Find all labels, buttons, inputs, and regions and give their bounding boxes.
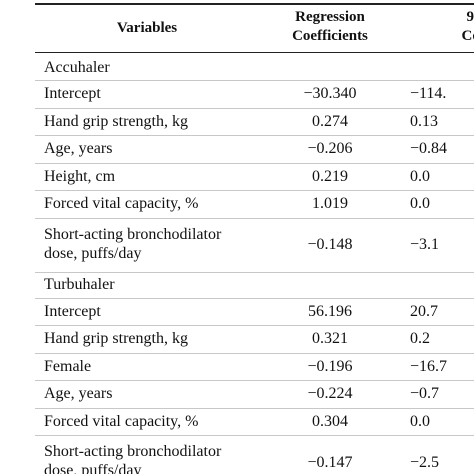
variable-label: Intercept (44, 85, 101, 103)
ci-cell: 0.0 (410, 195, 430, 213)
variable-label: Forced vital capacity, % (44, 195, 199, 213)
table-row: Forced vital capacity, % 1.019 0.0 (35, 190, 474, 219)
section-row: Accuhaler (35, 54, 474, 81)
ci-cell: 0.0 (410, 412, 430, 430)
header-regression-coefficients: Regression Coefficients (268, 8, 392, 46)
variable-label: Hand grip strength, kg (44, 330, 188, 348)
table-row: Short-acting bronchodilator dose, puffs/d… (35, 435, 474, 474)
ci-cell: 20.7 (410, 302, 438, 320)
variable-label: Intercept (44, 302, 101, 320)
variable-label-line1: Short-acting bronchodilator (44, 225, 222, 243)
table-row: Intercept −30.340 −114. (35, 80, 474, 109)
header-ci-line1: 95 (466, 9, 474, 25)
table-row: Hand grip strength, kg 0.274 0.13 (35, 108, 474, 136)
coefficient-cell: −0.147 (307, 453, 353, 471)
table-row: Forced vital capacity, % 0.304 0.0 (35, 408, 474, 436)
coefficient-cell: 1.019 (312, 195, 348, 213)
ci-cell: −16.7 (410, 357, 448, 375)
table-row: Age, years −0.206 −0.84 (35, 135, 474, 164)
coefficient-cell: 0.219 (312, 167, 348, 185)
ci-cell: 0.13 (410, 112, 438, 130)
table-row: Height, cm 0.219 0.0 (35, 163, 474, 191)
variable-label: Age, years (44, 140, 113, 158)
coefficient-cell: −0.148 (307, 236, 353, 253)
table-row: Intercept 56.196 20.7 (35, 298, 474, 326)
header-variables-label: Variables (116, 20, 178, 36)
ci-cell: 0.2 (410, 330, 430, 348)
variable-label-line2: dose, puffs/day (44, 244, 142, 262)
variable-label-line2: dose, puffs/day (44, 462, 142, 474)
header-variables: Variables (35, 19, 259, 38)
ci-cell: −0.84 (410, 140, 448, 158)
variable-label: Short-acting bronchodilator dose, puffs/d… (44, 225, 221, 263)
ci-cell: −114. (410, 85, 447, 103)
coefficient-cell: 0.304 (312, 412, 348, 430)
variable-label: Female (44, 357, 92, 375)
header-ci-line2: Coe (461, 28, 474, 44)
variable-label: Short-acting bronchodilator dose, puffs/d… (44, 442, 221, 474)
section-label: Accuhaler (44, 58, 110, 76)
table-row: Short-acting bronchodilator dose, puffs/d… (35, 218, 474, 273)
variable-label: Age, years (44, 385, 113, 403)
table-header-rule (35, 52, 474, 53)
coefficient-cell: 0.274 (312, 112, 348, 130)
header-confidence-interval: 95 Coe (404, 8, 474, 46)
header-regression-line1: Regression (295, 9, 365, 25)
coefficient-cell: −0.224 (307, 385, 353, 403)
ci-cell: 0.0 (410, 167, 430, 185)
coefficient-cell: 0.321 (312, 330, 348, 348)
header-regression-line2: Coefficients (292, 28, 368, 44)
variable-label: Forced vital capacity, % (44, 412, 199, 430)
table-row: Age, years −0.224 −0.7 (35, 380, 474, 409)
ci-cell: −2.5 (410, 453, 440, 471)
variable-label: Hand grip strength, kg (44, 112, 188, 130)
ci-cell: −3.1 (410, 236, 440, 253)
coefficient-cell: 56.196 (308, 302, 352, 320)
table-row: Female −0.196 −16.7 (35, 353, 474, 381)
table-row: Hand grip strength, kg 0.321 0.2 (35, 325, 474, 354)
variable-label: Height, cm (44, 167, 116, 185)
coefficient-cell: −0.196 (307, 357, 353, 375)
coefficient-cell: −30.340 (303, 85, 357, 103)
section-label: Turbuhaler (44, 276, 115, 293)
variable-label-line1: Short-acting bronchodilator (44, 443, 222, 460)
ci-cell: −0.7 (410, 385, 440, 403)
section-row: Turbuhaler (35, 272, 474, 299)
coefficient-cell: −0.206 (307, 140, 353, 158)
table-top-rule (35, 3, 474, 5)
